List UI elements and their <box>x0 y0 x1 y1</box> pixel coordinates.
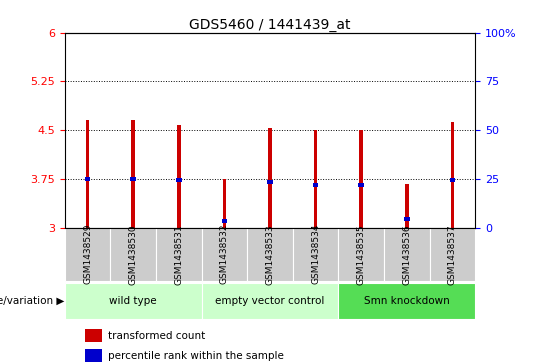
Bar <box>65 282 201 319</box>
Bar <box>360 130 363 228</box>
Bar <box>221 219 227 223</box>
Title: GDS5460 / 1441439_at: GDS5460 / 1441439_at <box>189 18 351 32</box>
Text: Smn knockdown: Smn knockdown <box>364 296 450 306</box>
Bar <box>268 128 272 228</box>
Text: wild type: wild type <box>110 296 157 306</box>
Bar <box>267 180 273 184</box>
Text: genotype/variation ▶: genotype/variation ▶ <box>0 296 64 306</box>
Bar <box>339 228 384 281</box>
Text: percentile rank within the sample: percentile rank within the sample <box>108 351 284 361</box>
Bar <box>450 178 455 182</box>
Bar <box>313 183 319 187</box>
Bar <box>131 177 136 181</box>
Bar <box>85 349 102 362</box>
Text: GSM1438536: GSM1438536 <box>402 224 411 285</box>
Text: transformed count: transformed count <box>108 331 205 340</box>
Bar <box>131 121 135 228</box>
Text: GSM1438533: GSM1438533 <box>266 224 274 285</box>
Bar <box>110 228 156 281</box>
Text: GSM1438531: GSM1438531 <box>174 224 183 285</box>
Bar <box>405 184 409 228</box>
Bar <box>293 228 339 281</box>
Bar <box>201 282 339 319</box>
Bar <box>339 282 475 319</box>
Text: GSM1438530: GSM1438530 <box>129 224 138 285</box>
Bar <box>314 130 318 228</box>
Bar <box>156 228 201 281</box>
Bar <box>85 329 102 342</box>
Text: GSM1438529: GSM1438529 <box>83 224 92 285</box>
Bar <box>384 228 430 281</box>
Text: GSM1438534: GSM1438534 <box>311 224 320 285</box>
Text: empty vector control: empty vector control <box>215 296 325 306</box>
Bar <box>450 122 454 228</box>
Bar <box>65 228 110 281</box>
Bar <box>222 179 226 228</box>
Bar <box>86 121 90 228</box>
Bar <box>359 183 364 187</box>
Text: GSM1438537: GSM1438537 <box>448 224 457 285</box>
Text: GSM1438532: GSM1438532 <box>220 224 229 285</box>
Bar <box>85 177 90 181</box>
Bar <box>404 217 409 221</box>
Bar <box>177 125 180 228</box>
Bar <box>176 178 181 182</box>
Bar <box>247 228 293 281</box>
Bar <box>201 228 247 281</box>
Text: GSM1438535: GSM1438535 <box>357 224 366 285</box>
Bar <box>430 228 475 281</box>
